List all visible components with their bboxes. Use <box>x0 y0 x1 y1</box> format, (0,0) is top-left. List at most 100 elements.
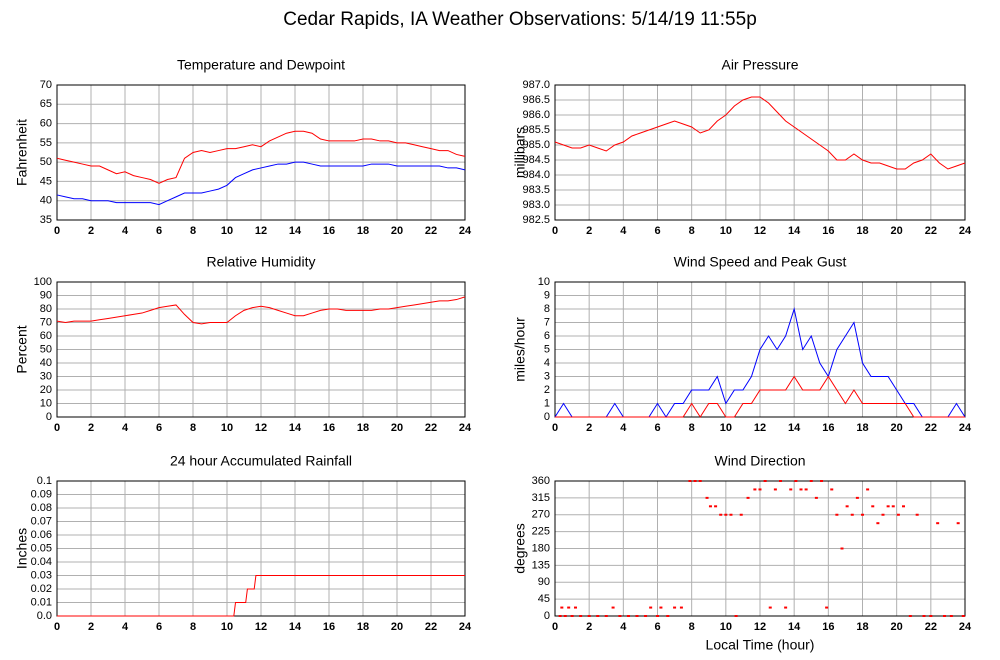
y-tick-label: 5 <box>544 343 550 355</box>
y-tick-label: 3 <box>544 370 550 382</box>
y-tick-label: 0.08 <box>31 502 52 514</box>
y-tick-label: 60 <box>40 330 52 342</box>
x-tick-label: 4 <box>620 422 627 434</box>
y-tick-label: 45 <box>538 593 550 605</box>
data-point <box>866 488 870 491</box>
y-tick-label: 7 <box>544 316 550 328</box>
x-tick-label: 6 <box>156 621 162 633</box>
y-tick-label: 90 <box>40 289 52 301</box>
data-line <box>555 375 965 418</box>
x-tick-label: 12 <box>754 422 766 434</box>
x-tick-label: 2 <box>586 225 592 237</box>
x-tick-label: 10 <box>221 621 233 633</box>
data-line <box>56 161 466 206</box>
data-point <box>855 496 859 499</box>
y-tick-label: 0.01 <box>31 596 52 608</box>
data-point <box>876 522 880 525</box>
x-tick-label: 22 <box>925 621 937 633</box>
y-tick-label: 65 <box>40 98 52 110</box>
x-tick-label: 10 <box>720 225 732 237</box>
x-tick-label: 0 <box>54 422 60 434</box>
y-tick-label: 0.05 <box>31 542 52 554</box>
data-point <box>794 480 798 482</box>
x-tick-label: 8 <box>190 225 196 237</box>
x-tick-label: 6 <box>654 225 660 237</box>
data-point <box>840 547 844 550</box>
x-tick-label: 14 <box>289 621 302 633</box>
data-point <box>656 615 659 617</box>
x-tick-label: 20 <box>391 422 403 434</box>
y-tick-label: 315 <box>532 492 550 504</box>
x-tick-label: 0 <box>54 225 60 237</box>
data-point <box>688 480 692 482</box>
x-tick-label: 8 <box>190 621 196 633</box>
data-line <box>554 96 966 170</box>
data-line <box>56 296 466 325</box>
y-tick-label: 70 <box>40 79 52 91</box>
x-tick-label: 16 <box>323 621 335 633</box>
data-point <box>739 513 743 516</box>
data-point <box>719 513 723 516</box>
y-tick-label: 986.0 <box>522 109 550 121</box>
data-point <box>604 615 608 617</box>
data-point <box>929 615 933 617</box>
x-tick-label: 22 <box>425 422 437 434</box>
x-tick-label: 0 <box>552 422 558 434</box>
y-tick-label: 50 <box>40 343 52 355</box>
y-tick-label: 0.1 <box>37 475 52 487</box>
x-tick-label: 4 <box>122 225 129 237</box>
data-point <box>753 488 757 491</box>
data-point <box>809 480 813 482</box>
data-point <box>705 496 709 499</box>
data-point <box>891 505 895 508</box>
data-point <box>626 615 630 617</box>
data-point <box>693 480 697 482</box>
data-point <box>789 488 793 491</box>
data-point <box>746 496 750 499</box>
x-tick-label: 16 <box>323 225 335 237</box>
data-point <box>570 615 574 617</box>
y-tick-label: 100 <box>34 276 52 288</box>
y-tick-label: 984.5 <box>522 154 550 166</box>
x-tick-label: 10 <box>720 422 732 434</box>
y-tick-label: 8 <box>544 303 550 315</box>
x-tick-label: 6 <box>156 225 162 237</box>
data-point <box>579 615 583 617</box>
data-point <box>915 513 919 516</box>
data-point <box>635 615 639 617</box>
x-tick-label: 0 <box>552 621 558 633</box>
data-point <box>886 505 890 508</box>
y-tick-label: 0.09 <box>31 488 52 500</box>
y-tick-label: 90 <box>538 576 550 588</box>
y-axis-label: Fahrenheit <box>14 119 30 186</box>
x-tick-label: 18 <box>856 621 868 633</box>
x-tick-label: 20 <box>891 225 903 237</box>
data-point <box>596 615 600 617</box>
x-axis-label: Local Time (hour) <box>706 637 815 653</box>
panel-title: Air Pressure <box>721 57 798 73</box>
panel-title: Wind Direction <box>714 453 805 469</box>
data-point <box>659 606 663 609</box>
x-tick-label: 24 <box>459 621 472 633</box>
x-tick-label: 20 <box>891 422 903 434</box>
x-tick-label: 16 <box>822 422 834 434</box>
x-tick-label: 12 <box>255 621 267 633</box>
data-point <box>896 513 900 516</box>
x-tick-label: 22 <box>925 422 937 434</box>
data-point <box>881 513 885 516</box>
y-tick-label: 360 <box>532 475 550 487</box>
data-point <box>799 488 803 491</box>
y-tick-label: 2 <box>544 384 550 396</box>
x-tick-label: 24 <box>459 225 472 237</box>
data-point <box>773 488 777 491</box>
x-tick-label: 16 <box>822 621 834 633</box>
data-point <box>729 513 733 516</box>
data-point <box>644 615 648 617</box>
x-tick-label: 6 <box>654 621 660 633</box>
x-tick-label: 10 <box>720 621 732 633</box>
data-point <box>961 615 965 617</box>
panel-title: Temperature and Dewpoint <box>177 57 345 73</box>
y-tick-label: 225 <box>532 526 550 538</box>
x-tick-label: 4 <box>620 621 627 633</box>
